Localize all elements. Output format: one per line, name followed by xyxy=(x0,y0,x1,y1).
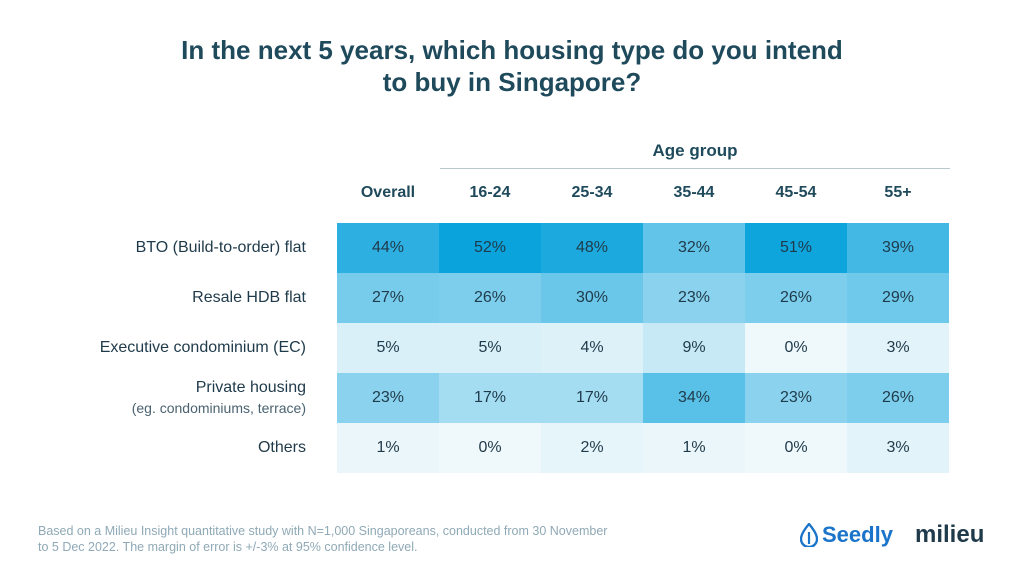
seedly-logo: Seedly xyxy=(800,522,893,548)
row-label-2: Executive condominium (EC) xyxy=(0,338,306,358)
row-label-1: Resale HDB flat xyxy=(0,288,306,308)
heatmap-cell: 1% xyxy=(337,423,439,473)
row-label-text: Private housing xyxy=(195,379,306,396)
heatmap-cell: 23% xyxy=(337,373,439,423)
title-line-1: In the next 5 years, which housing type … xyxy=(181,35,843,65)
heatmap-cell: 48% xyxy=(541,223,643,273)
footnote: Based on a Milieu Insight quantitative s… xyxy=(38,523,718,555)
heatmap-cell: 23% xyxy=(745,373,847,423)
seedly-leaf-icon xyxy=(800,523,818,547)
heatmap-cell: 26% xyxy=(439,273,541,323)
footnote-line-2: to 5 Dec 2022. The margin of error is +/… xyxy=(38,540,418,554)
column-header-4: 45-54 xyxy=(775,184,817,201)
age-group-divider xyxy=(440,168,950,169)
column-header-5: 55+ xyxy=(884,184,912,201)
heatmap-cell: 0% xyxy=(439,423,541,473)
row-label-3: Private housing (eg. condominiums, terrac… xyxy=(0,378,306,418)
heatmap-cell: 5% xyxy=(337,323,439,373)
heatmap-cell: 3% xyxy=(847,423,949,473)
title-line-2: to buy in Singapore? xyxy=(382,67,642,97)
heatmap-cell: 0% xyxy=(745,323,847,373)
heatmap-cell: 27% xyxy=(337,273,439,323)
row-label-text: BTO (Build-to-order) flat xyxy=(135,239,306,256)
column-header-1: 16-24 xyxy=(469,184,511,201)
row-label-4: Others xyxy=(0,438,306,458)
heatmap-cell: 17% xyxy=(541,373,643,423)
heatmap-cell: 0% xyxy=(745,423,847,473)
heatmap-cell: 3% xyxy=(847,323,949,373)
row-label-text: Resale HDB flat xyxy=(192,289,306,306)
row-label-0: BTO (Build-to-order) flat xyxy=(0,238,306,258)
heatmap-cell: 51% xyxy=(745,223,847,273)
heatmap-cell: 34% xyxy=(643,373,745,423)
row-label-text: Executive condominium (EC) xyxy=(99,339,306,356)
heatmap-cell: 2% xyxy=(541,423,643,473)
age-group-label: Age group xyxy=(652,141,738,160)
row-sublabel-text: (eg. condominiums, terrace) xyxy=(131,400,306,416)
heatmap-cell: 39% xyxy=(847,223,949,273)
heatmap-cell: 26% xyxy=(847,373,949,423)
heatmap-cell: 32% xyxy=(643,223,745,273)
heatmap-cell: 17% xyxy=(439,373,541,423)
heatmap-cell: 23% xyxy=(643,273,745,323)
heatmap-cell: 44% xyxy=(337,223,439,273)
column-header-2: 25-34 xyxy=(571,184,613,201)
column-header-0: Overall xyxy=(360,184,416,201)
heatmap-cell: 9% xyxy=(643,323,745,373)
heatmap-cell: 1% xyxy=(643,423,745,473)
seedly-wordmark: Seedly xyxy=(822,522,893,547)
heatmap-cell: 4% xyxy=(541,323,643,373)
heatmap-cell: 5% xyxy=(439,323,541,373)
heatmap-cell: 30% xyxy=(541,273,643,323)
heatmap-cell: 26% xyxy=(745,273,847,323)
chart-title: In the next 5 years, which housing type … xyxy=(0,34,1024,98)
milieu-logo: milieu xyxy=(915,521,985,548)
footnote-line-1: Based on a Milieu Insight quantitative s… xyxy=(38,524,608,538)
heatmap-cell: 52% xyxy=(439,223,541,273)
row-label-text: Others xyxy=(257,439,306,456)
heatmap-cell: 29% xyxy=(847,273,949,323)
column-header-3: 35-44 xyxy=(673,184,715,201)
